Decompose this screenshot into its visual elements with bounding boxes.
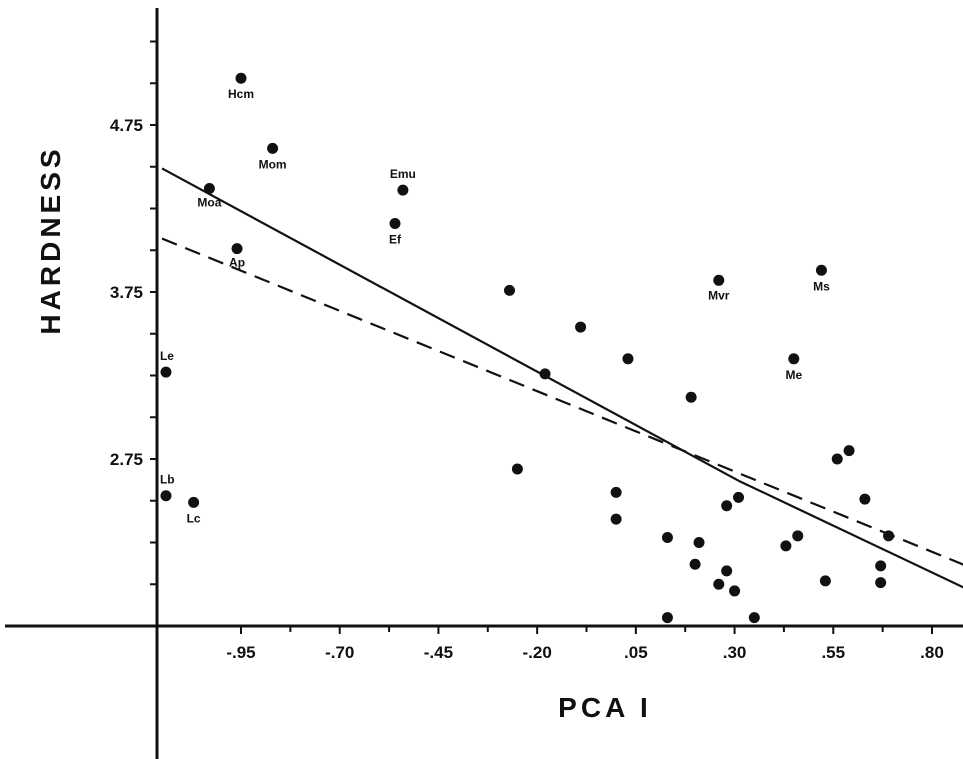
regression-lines bbox=[161, 167, 963, 589]
point-label: Me bbox=[785, 368, 802, 382]
data-point bbox=[610, 513, 622, 525]
data-point bbox=[610, 486, 622, 498]
data-point bbox=[389, 218, 401, 230]
x-tick-label: .55 bbox=[821, 643, 845, 662]
data-point bbox=[721, 500, 733, 512]
x-tick-label: -.70 bbox=[325, 643, 354, 662]
data-point bbox=[693, 537, 705, 548]
data-point bbox=[780, 540, 792, 552]
x-tick-label: -.45 bbox=[424, 643, 453, 662]
x-tick-label: .30 bbox=[723, 643, 747, 662]
solid-fit-line bbox=[161, 167, 740, 482]
data-point bbox=[397, 184, 409, 196]
data-point bbox=[792, 530, 804, 542]
y-ticks: 2.75 3.75 4.75 bbox=[110, 40, 157, 627]
data-point bbox=[235, 72, 247, 84]
data-point bbox=[539, 368, 551, 380]
data-point bbox=[188, 496, 200, 508]
dashed-fit-line bbox=[161, 237, 963, 566]
point-label: Mvr bbox=[708, 288, 730, 302]
data-point bbox=[160, 366, 172, 378]
point-label: Hcm bbox=[228, 87, 254, 101]
x-ticks: -.95 -.70 -.45 -.20 .05 .30 .55 .80 bbox=[226, 626, 944, 662]
point-label: Mom bbox=[259, 157, 287, 171]
data-point bbox=[831, 453, 843, 465]
point-label: Lb bbox=[160, 473, 175, 487]
point-label: Ap bbox=[229, 256, 245, 270]
data-point bbox=[748, 612, 760, 624]
point-label: Ms bbox=[813, 279, 830, 293]
point-label: Lc bbox=[187, 511, 201, 525]
data-point bbox=[815, 264, 827, 276]
point-label: Le bbox=[160, 349, 174, 363]
axes: -.95 -.70 -.45 -.20 .05 .30 .55 .80 2.75 3.75 4.7… bbox=[5, 8, 963, 759]
data-point bbox=[843, 445, 855, 457]
data-point bbox=[859, 493, 871, 505]
solid-fit-line bbox=[738, 479, 963, 589]
point-label: Moa bbox=[197, 195, 221, 209]
data-point bbox=[721, 565, 733, 577]
data-point bbox=[231, 243, 243, 255]
data-point bbox=[875, 560, 887, 572]
y-tick-label: 2.75 bbox=[110, 450, 143, 469]
data-point bbox=[713, 578, 725, 590]
data-point bbox=[160, 490, 172, 502]
x-tick-label: -.95 bbox=[226, 643, 255, 662]
data-point bbox=[685, 391, 697, 403]
data-point bbox=[788, 353, 800, 365]
x-axis-title: PCA I bbox=[558, 692, 652, 723]
data-point bbox=[575, 321, 587, 333]
y-axis-title: HARDNESS bbox=[35, 145, 66, 334]
data-point bbox=[504, 284, 516, 296]
data-point bbox=[622, 353, 634, 365]
data-point bbox=[203, 182, 215, 194]
data-point bbox=[511, 463, 523, 475]
x-tick-label: .05 bbox=[624, 643, 648, 662]
data-point bbox=[729, 585, 741, 597]
data-point bbox=[875, 577, 887, 589]
x-tick-label: .80 bbox=[920, 643, 944, 662]
y-tick-label: 4.75 bbox=[110, 116, 143, 135]
data-point bbox=[883, 530, 895, 542]
point-label: Ef bbox=[389, 233, 402, 247]
data-point bbox=[819, 575, 831, 587]
data-point bbox=[713, 274, 725, 286]
data-point bbox=[733, 491, 745, 503]
point-labels: Le Lb Lc Moa Ap Hcm Mom Emu Ef Mvr Me Ms bbox=[160, 87, 830, 525]
data-point bbox=[267, 142, 279, 154]
data-point bbox=[661, 531, 673, 543]
x-tick-label: -.20 bbox=[522, 643, 551, 662]
data-points bbox=[160, 72, 895, 624]
point-label: Emu bbox=[390, 167, 416, 181]
data-point bbox=[661, 612, 673, 624]
data-point bbox=[689, 558, 701, 570]
y-tick-label: 3.75 bbox=[110, 283, 143, 302]
